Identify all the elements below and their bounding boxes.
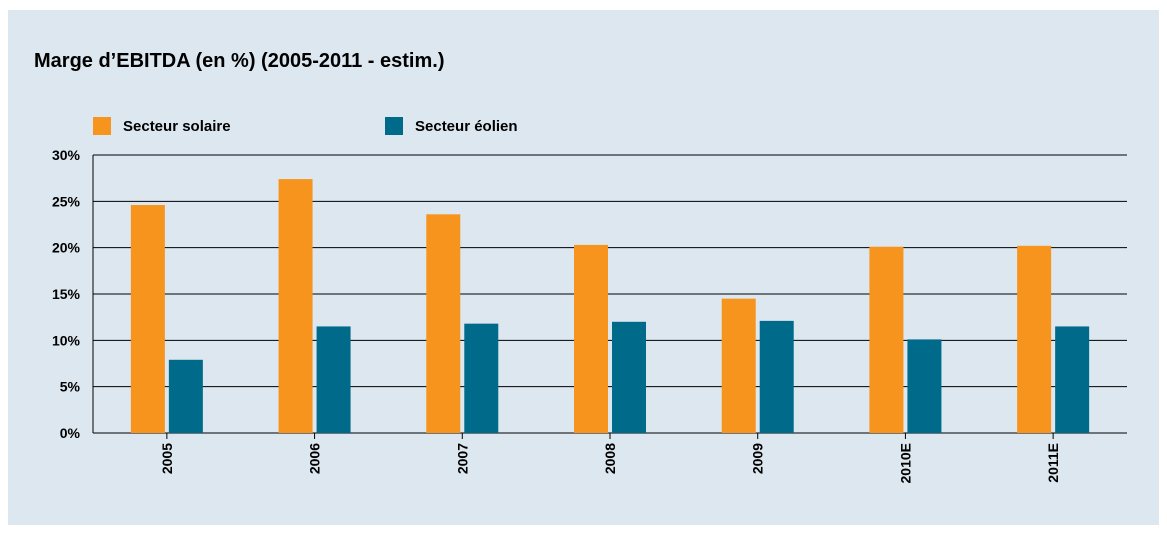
legend-item-solar: Secteur solaire: [93, 116, 231, 136]
bar-solar-2009: [721, 298, 756, 433]
legend-label-wind: Secteur éolien: [415, 117, 518, 135]
bar-solar-2010E: [869, 246, 904, 433]
bar-wind-2009: [759, 320, 794, 433]
bar-solar-2005: [130, 205, 165, 433]
x-tick-label: 2007: [454, 443, 470, 474]
x-tick-label: 2008: [602, 443, 618, 474]
x-tick-label: 2005: [159, 443, 175, 474]
bar-wind-2007: [464, 323, 499, 433]
y-tick-label: 30%: [52, 147, 81, 163]
y-tick-label: 0%: [60, 425, 81, 441]
legend-swatch-solar: [93, 117, 111, 135]
y-tick-label: 10%: [52, 332, 81, 348]
x-tick-label: 2009: [750, 443, 766, 474]
y-tick-label: 25%: [52, 193, 81, 209]
bar-wind-2006: [316, 326, 351, 433]
y-tick-label: 15%: [52, 286, 81, 302]
chart-title: Marge d’EBITDA (en %) (2005-2011 - estim…: [34, 50, 445, 72]
x-tick-label: 2010E: [897, 443, 913, 483]
y-tick-label: 5%: [60, 379, 81, 395]
bar-wind-2010E: [907, 339, 942, 433]
legend-label-solar: Secteur solaire: [123, 117, 231, 135]
y-tick-label: 20%: [52, 240, 81, 256]
bar-wind-2005: [168, 359, 203, 433]
bar-solar-2008: [574, 244, 608, 433]
bar-wind-2008: [612, 321, 646, 433]
bar-solar-2006: [278, 179, 313, 433]
bar-solar-2011E: [1017, 245, 1052, 433]
bar-solar-2007: [426, 214, 461, 433]
bar-wind-2011E: [1055, 326, 1090, 433]
x-tick-label: 2006: [307, 443, 323, 474]
x-tick-label: 2011E: [1045, 443, 1061, 483]
legend-item-wind: Secteur éolien: [385, 116, 518, 136]
legend-swatch-wind: [385, 117, 403, 135]
